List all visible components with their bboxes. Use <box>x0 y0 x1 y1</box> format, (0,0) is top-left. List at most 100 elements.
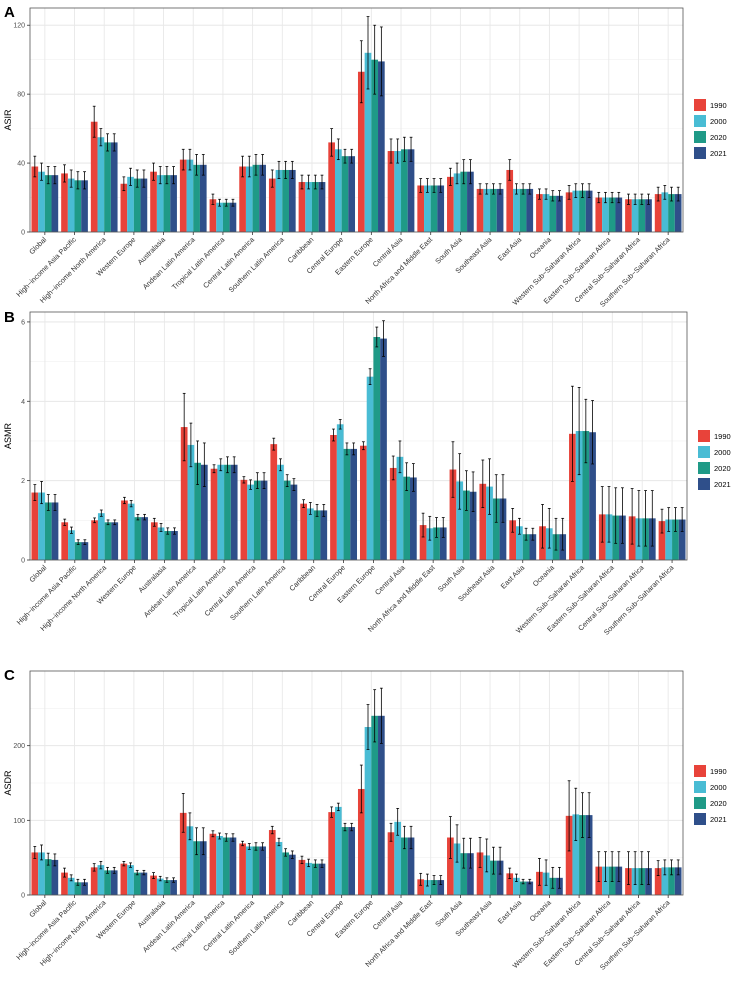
bar-2021 <box>288 854 296 895</box>
legend-key <box>694 131 706 143</box>
y-tick-label: 120 <box>13 23 25 30</box>
bar-2020 <box>668 867 675 895</box>
x-tick-label: Southern Latin America <box>227 898 286 957</box>
bar-2021 <box>229 837 237 895</box>
bar-1990 <box>509 520 517 560</box>
bar-1990 <box>357 788 365 895</box>
bar-2000 <box>366 376 374 560</box>
bar-1990 <box>209 833 217 895</box>
x-tick-label: Andean Latin America <box>141 898 197 954</box>
bar-1990 <box>120 183 128 232</box>
bar-2021 <box>437 880 445 895</box>
bar-2020 <box>253 480 261 560</box>
x-tick-label: Australasia <box>136 563 168 595</box>
bar-2000 <box>513 188 520 232</box>
bar-1990 <box>179 159 187 232</box>
x-tick-label: East Asia <box>496 898 524 926</box>
bar-2020 <box>193 164 200 232</box>
bar-2021 <box>589 432 596 560</box>
bar-1990 <box>300 503 307 560</box>
panel-label: A <box>4 4 15 21</box>
plot-border <box>29 311 688 561</box>
bar-2021 <box>259 164 266 232</box>
legend-label: 2021 <box>710 815 727 824</box>
bar-2000 <box>396 456 404 560</box>
x-tick-label: South Asia <box>436 563 467 594</box>
bar-2020 <box>282 169 289 232</box>
bar-2000 <box>336 424 344 560</box>
bar-2020 <box>194 462 201 560</box>
legend-label: 2000 <box>710 117 727 126</box>
x-tick-label: Oceania <box>528 898 553 923</box>
bar-2021 <box>407 837 415 895</box>
bar-2000 <box>631 199 639 232</box>
bar-2000 <box>364 727 372 895</box>
bar-2021 <box>318 863 326 895</box>
bar-2020 <box>490 860 497 895</box>
bar-1990 <box>359 445 367 560</box>
x-tick-label: Central Latin America <box>202 563 257 618</box>
bar-2020 <box>163 880 171 895</box>
bar-2000 <box>67 178 75 232</box>
bar-2020 <box>401 149 408 232</box>
y-tick-label: 0 <box>21 558 25 565</box>
x-tick-label: South Asia <box>433 235 464 266</box>
bar-2021 <box>526 881 534 895</box>
bar-2000 <box>665 519 673 560</box>
bar-2021 <box>350 448 358 560</box>
bar-1990 <box>447 837 454 895</box>
bar-2000 <box>127 176 134 232</box>
bar-2000 <box>217 464 225 560</box>
legend-key <box>698 478 710 490</box>
bar-1990 <box>569 433 576 560</box>
bar-1990 <box>328 812 335 895</box>
bar-1990 <box>120 863 128 895</box>
panel-label: C <box>4 667 15 684</box>
x-tick-label: Tropical Latin America <box>171 563 227 619</box>
bar-2020 <box>222 202 230 232</box>
x-tick-label: Andean Latin America <box>141 235 197 291</box>
bar-2021 <box>378 715 385 895</box>
bar-2000 <box>572 814 580 895</box>
x-tick-label: East Asia <box>496 235 524 263</box>
legend-label: 2021 <box>714 480 731 489</box>
bar-2021 <box>437 185 445 232</box>
bar-2000 <box>156 175 164 232</box>
bar-1990 <box>595 197 603 232</box>
legend-key <box>694 147 706 159</box>
bar-2020 <box>492 498 500 560</box>
bar-2020 <box>490 188 497 232</box>
bar-2020 <box>163 175 171 232</box>
bar-1990 <box>565 815 573 895</box>
bar-1990 <box>447 176 454 232</box>
bar-2000 <box>245 846 253 895</box>
bar-2000 <box>542 194 550 232</box>
bar-2020 <box>430 880 438 895</box>
bar-2000 <box>572 190 580 232</box>
bar-1990 <box>239 843 246 895</box>
bar-1990 <box>387 151 395 232</box>
bar-2020 <box>343 448 351 560</box>
y-tick-label: 4 <box>21 399 25 406</box>
legend: 1990 2000 2020 2021 <box>694 99 727 159</box>
bar-1990 <box>179 812 187 895</box>
bar-2000 <box>424 880 431 895</box>
bar-2021 <box>526 188 534 232</box>
bar-2000 <box>661 192 669 232</box>
bar-2020 <box>373 337 381 560</box>
legend-key <box>694 765 706 777</box>
x-tick-label: Caribbean <box>286 235 316 265</box>
bar-2021 <box>110 870 118 895</box>
bar-2020 <box>252 846 260 895</box>
bar-1990 <box>31 492 39 560</box>
bar-1990 <box>506 169 514 232</box>
bar-2020 <box>341 156 349 232</box>
bar-2000 <box>97 865 105 895</box>
bar-2020 <box>74 542 82 560</box>
bar-2000 <box>156 878 164 895</box>
bar-2020 <box>668 194 675 232</box>
y-tick-label: 0 <box>21 893 25 900</box>
bar-2020 <box>463 490 470 560</box>
bar-1990 <box>239 166 246 232</box>
